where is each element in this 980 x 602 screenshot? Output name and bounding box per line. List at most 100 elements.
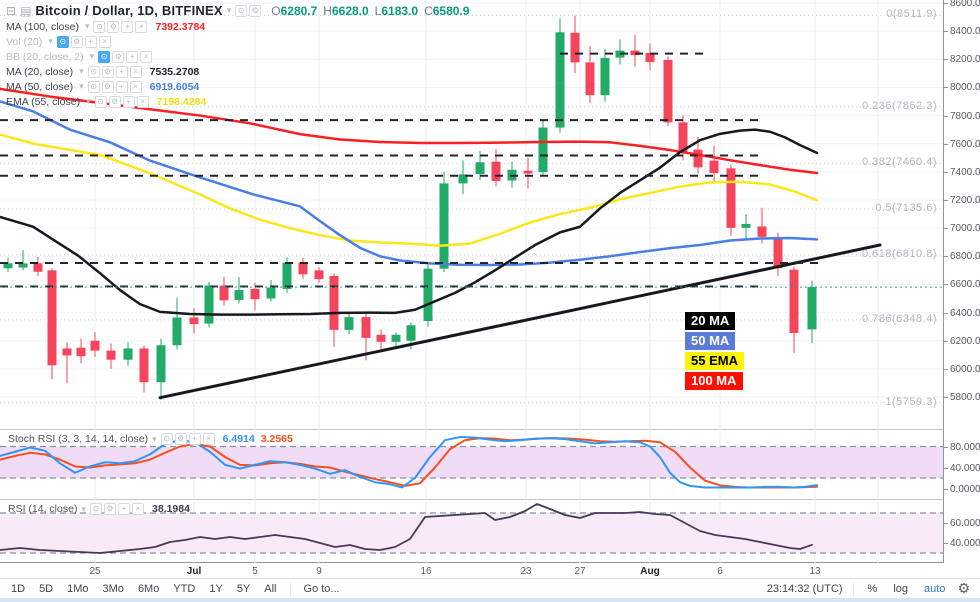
gear-icon[interactable]: ⚙ [101, 80, 114, 93]
close-icon[interactable]: × [129, 65, 142, 78]
range-button-3mo[interactable]: 3Mo [96, 581, 131, 597]
eye-icon[interactable]: ⊙ [89, 503, 102, 515]
rsi-pane[interactable]: RSI (14, close) ▾ ⊙ ⚙ + × 38.1984 [0, 500, 943, 563]
range-button-all[interactable]: All [257, 581, 283, 597]
log-scale-button[interactable]: log [893, 582, 909, 595]
price-axis[interactable]: 8600.0 8400.0 8200.0 8000.0 7800.0 7600.0 7400… [943, 0, 980, 563]
gear-icon[interactable]: ⚙ [112, 50, 125, 63]
ohlc-key: H [323, 3, 332, 18]
gear-icon[interactable]: ⚙ [70, 35, 83, 48]
chart-style-icon[interactable]: ▤ [20, 3, 32, 18]
candle [204, 281, 214, 328]
gear-icon[interactable]: ⚙ [108, 95, 121, 108]
eye-icon[interactable]: ⊙ [87, 80, 100, 93]
range-button-5d[interactable]: 5D [32, 581, 60, 597]
candle [630, 34, 640, 67]
close-icon[interactable]: × [136, 95, 149, 108]
gear-icon[interactable]: ⚙ [249, 4, 262, 17]
close-icon[interactable]: × [135, 20, 148, 33]
chevron-down-icon[interactable]: ▾ [152, 433, 157, 444]
time-tick-label: 9 [316, 566, 322, 577]
close-icon[interactable]: × [140, 50, 153, 63]
chevron-down-icon[interactable]: ▾ [81, 503, 86, 514]
chevron-down-icon[interactable]: ▾ [86, 96, 91, 106]
indicator-label[interactable]: MA (100, close) [6, 20, 79, 33]
candle [266, 279, 276, 302]
price-tick-label: 7600.0 [944, 138, 980, 150]
stoch-rsi-label[interactable]: Stoch RSI (3, 3, 14, 14, close) [8, 433, 149, 445]
eye-icon[interactable]: ⊙ [94, 95, 107, 108]
plus-icon[interactable]: + [117, 503, 130, 515]
clock-utc[interactable]: 23:14:32 (UTC) [766, 582, 843, 595]
candle [555, 18, 565, 133]
stoch-tick-label: 40.0000 [943, 463, 980, 474]
candle [189, 308, 199, 334]
price-tick-label: 7400.0 [944, 166, 980, 178]
chevron-down-icon[interactable]: ▾ [89, 51, 95, 61]
plus-icon[interactable]: + [121, 20, 134, 33]
settings-gear-icon[interactable]: ⚙ [957, 580, 970, 596]
collapse-icon[interactable]: ⊟ [6, 3, 17, 18]
close-icon[interactable]: × [98, 35, 111, 48]
plus-icon[interactable]: + [122, 95, 135, 108]
indicator-label[interactable]: MA (50, close) [6, 80, 74, 93]
chevron-down-icon[interactable]: ▾ [79, 81, 84, 91]
go-to-button[interactable]: Go to... [297, 581, 347, 597]
eye-icon[interactable]: ⊙ [235, 4, 248, 17]
eye-icon[interactable]: ⊙ [93, 20, 106, 33]
symbol-title[interactable]: Bitcoin / Dollar, 1D, BITFINEX [35, 3, 223, 18]
range-button-1y[interactable]: 1Y [202, 581, 229, 597]
range-button-1mo[interactable]: 1Mo [60, 581, 95, 597]
indicator-label[interactable]: MA (20, close) [6, 65, 74, 78]
eye-icon[interactable]: ⊙ [160, 433, 173, 445]
stoch-rsi-pane[interactable]: Stoch RSI (3, 3, 14, 14, close) ▾ ⊙ ⚙ + … [0, 430, 943, 500]
close-icon[interactable]: × [202, 433, 215, 445]
chevron-down-icon[interactable]: ▾ [48, 36, 53, 46]
ma-tag-20-ma: 20 MA [685, 312, 736, 330]
gear-icon[interactable]: ⚙ [103, 503, 116, 515]
rsi-value: 38.1984 [151, 503, 190, 515]
fib-level-label: 1(5759.3) [885, 395, 937, 408]
rsi-header: RSI (14, close) ▾ ⊙ ⚙ + × 38.1984 [8, 503, 190, 515]
plus-icon[interactable]: + [188, 433, 201, 445]
indicator-row: EMA (55, close) ▾ ⊙ ⚙ + × 7198.4284 [6, 94, 475, 109]
indicator-label[interactable]: BB (20, close, 2) [6, 50, 84, 63]
plus-icon[interactable]: + [84, 35, 97, 48]
eye-icon[interactable]: ⊙ [87, 65, 100, 78]
indicator-row: BB (20, close, 2) ▾ ⊙ ⚙ + × [6, 49, 475, 64]
close-icon[interactable]: × [129, 80, 142, 93]
rsi-tick-label: 40.0000 [943, 538, 980, 549]
range-button-1d[interactable]: 1D [4, 581, 32, 597]
stoch-rsi-header: Stoch RSI (3, 3, 14, 14, close) ▾ ⊙ ⚙ + … [8, 433, 293, 445]
plus-icon[interactable]: + [115, 80, 128, 93]
gear-icon[interactable]: ⚙ [107, 20, 120, 33]
range-button-ytd[interactable]: YTD [166, 581, 202, 597]
indicator-label[interactable]: EMA (55, close) [6, 95, 81, 108]
candle [423, 264, 433, 327]
gear-icon[interactable]: ⚙ [101, 65, 114, 78]
eye-icon[interactable]: ⊙ [98, 50, 111, 63]
percent-scale-button[interactable]: % [867, 582, 878, 595]
plus-icon[interactable]: + [115, 65, 128, 78]
candle [3, 257, 13, 272]
fib-level-label: 0(8511.9) [886, 8, 937, 21]
chevron-down-icon[interactable]: ▾ [84, 21, 90, 31]
fib-level-label: 0.236(7862.3) [862, 99, 937, 112]
price-tick-label: 6200.0 [944, 335, 980, 347]
price-tick-label: 6000.0 [944, 363, 980, 375]
main-chart-pane[interactable]: ⊟ ▤ Bitcoin / Dollar, 1D, BITFINEX ▾ ⊙ ⚙… [0, 0, 943, 430]
chart-legend: ⊟ ▤ Bitcoin / Dollar, 1D, BITFINEX ▾ ⊙ ⚙… [6, 2, 475, 109]
range-button-5y[interactable]: 5Y [230, 581, 257, 597]
plus-icon[interactable]: + [126, 50, 139, 63]
indicator-label[interactable]: Vol (20) [6, 35, 43, 48]
eye-icon[interactable]: ⊙ [56, 35, 69, 48]
gear-icon[interactable]: ⚙ [174, 433, 187, 445]
rsi-label[interactable]: RSI (14, close) [8, 503, 78, 515]
bottom-toolbar: 1D 5D 1Mo 3Mo 6Mo YTD 1Y 5Y All Go to... 23:14:3… [0, 578, 980, 598]
time-axis[interactable]: 25 Jul 5 9 16 23 27 Aug 6 13 [0, 564, 943, 578]
range-button-6mo[interactable]: 6Mo [131, 581, 166, 597]
close-icon[interactable]: × [131, 503, 144, 515]
chevron-down-icon[interactable]: ▾ [226, 5, 232, 15]
auto-scale-button[interactable]: auto [924, 582, 946, 595]
chevron-down-icon[interactable]: ▾ [79, 66, 84, 76]
